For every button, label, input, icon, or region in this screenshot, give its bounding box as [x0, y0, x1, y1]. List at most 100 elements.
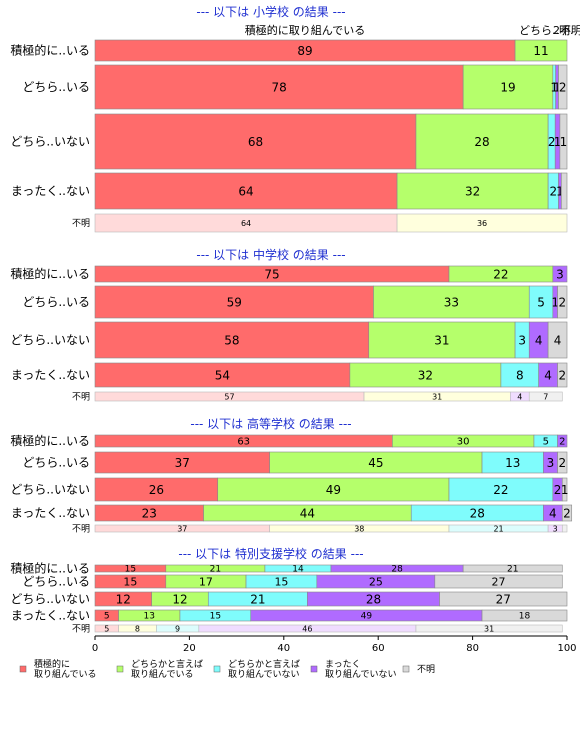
panel-title: --- 以下は 中学校 の結果 --- — [196, 247, 345, 262]
legend-swatch — [116, 665, 124, 673]
data-label: 3 — [547, 456, 555, 470]
row-label: 不明 — [72, 524, 90, 535]
data-label: 33 — [444, 295, 459, 309]
data-label: 68 — [248, 135, 263, 149]
data-label: 2 — [559, 437, 565, 448]
data-label: 2 — [549, 184, 557, 198]
data-label: 21 — [507, 565, 518, 575]
data-label: 2 — [548, 135, 556, 149]
data-label: 32 — [465, 184, 480, 198]
data-label: 3 — [518, 333, 526, 347]
data-label: 15 — [123, 575, 137, 588]
bar-segment — [552, 265, 568, 283]
data-label: 38 — [354, 524, 364, 533]
legend-label: 取り組んでいる — [34, 668, 97, 680]
bar-segment — [94, 172, 398, 210]
row-label: どちら..いない — [10, 483, 90, 497]
data-label: 17 — [199, 575, 213, 588]
legend-label: どちらかと言えば — [131, 658, 203, 670]
bar-segment — [561, 504, 573, 522]
legend-swatch — [213, 665, 221, 673]
data-label: 12 — [116, 592, 131, 606]
data-label: 59 — [227, 295, 242, 309]
row-label: どちら..いない — [10, 333, 90, 347]
row-label: 積極的に..いる — [10, 433, 90, 448]
bar-segment — [559, 113, 568, 170]
legend-label: 取り組んでいない — [228, 668, 300, 680]
data-label: 5 — [543, 437, 549, 448]
data-label: 1 — [554, 135, 562, 149]
row-label: 積極的に..いる — [10, 266, 90, 281]
legend-label: 取り組んでいない — [325, 668, 397, 680]
data-label: 18 — [519, 612, 531, 622]
bar-segment — [481, 609, 568, 622]
bar-segment — [561, 172, 568, 210]
row-label: どちら..いない — [10, 135, 90, 149]
data-label: 15 — [274, 575, 288, 588]
data-label: 28 — [470, 506, 485, 520]
row-label: まったく..ない — [11, 368, 90, 382]
data-label: 23 — [142, 506, 157, 520]
row-label: どちら..いる — [22, 295, 90, 309]
data-label: 4 — [549, 506, 557, 520]
bar-segment — [528, 391, 563, 402]
data-label: 2 — [558, 295, 566, 309]
data-label: 32 — [418, 368, 433, 382]
row-label: まったく..ない — [11, 609, 90, 623]
data-label: 46 — [302, 624, 312, 633]
data-label: 2 — [559, 80, 567, 94]
data-label: 1 — [550, 80, 558, 94]
legend-label: 取り組んでいる — [131, 668, 194, 680]
data-label: 31 — [432, 392, 442, 401]
x-tick-label: 100 — [557, 643, 576, 654]
row-label: どちら..いる — [22, 575, 90, 589]
data-label: 4 — [517, 392, 522, 401]
data-label: 2 — [558, 456, 566, 470]
data-label: 4 — [535, 333, 543, 347]
data-label: 45 — [368, 456, 383, 470]
data-label: 63 — [237, 437, 250, 448]
bar-segment — [415, 113, 549, 170]
legend-swatch — [402, 665, 410, 673]
data-label: 37 — [177, 524, 187, 533]
data-label: 26 — [149, 483, 164, 497]
row-label: どちら..いる — [22, 456, 90, 470]
data-label: 31 — [484, 624, 494, 633]
x-tick-label: 60 — [372, 643, 385, 654]
data-label: 21 — [250, 592, 265, 606]
row-label: 積極的に..いる — [10, 561, 90, 576]
bar-segment — [557, 285, 568, 319]
data-label: 8 — [516, 368, 524, 382]
bar-segment — [547, 321, 568, 359]
row-label: まったく..ない — [11, 184, 90, 198]
data-label: 27 — [492, 575, 506, 588]
data-label: 2 — [558, 368, 566, 382]
bar-segment — [500, 362, 539, 388]
data-label: 37 — [175, 456, 190, 470]
data-label: 25 — [369, 575, 383, 588]
legend-swatch — [310, 665, 318, 673]
data-label: 54 — [215, 368, 230, 382]
row-label: 不明 — [72, 218, 90, 229]
bar-segment — [94, 321, 370, 359]
data-label: 30 — [457, 437, 470, 448]
data-label: 22 — [493, 483, 508, 497]
x-tick-label: 0 — [92, 643, 98, 654]
data-label: 15 — [125, 565, 136, 575]
bar-segment — [561, 477, 568, 502]
data-label: 28 — [474, 135, 489, 149]
data-label: 1 — [553, 80, 561, 94]
data-label: 1 — [561, 483, 569, 497]
data-label: 22 — [493, 267, 508, 281]
bar-segment — [514, 39, 568, 62]
data-label: 1 — [556, 184, 564, 198]
data-label: 27 — [496, 592, 511, 606]
header-edge-annotation: どちら..明. — [519, 24, 574, 37]
bar-segment — [368, 321, 516, 359]
data-label: 49 — [361, 612, 373, 622]
data-label: 64 — [241, 219, 251, 228]
legend-label: 不明 — [417, 664, 435, 675]
x-tick-label: 80 — [466, 643, 479, 654]
x-tick-label: 40 — [277, 643, 290, 654]
data-label: 7 — [543, 392, 548, 401]
